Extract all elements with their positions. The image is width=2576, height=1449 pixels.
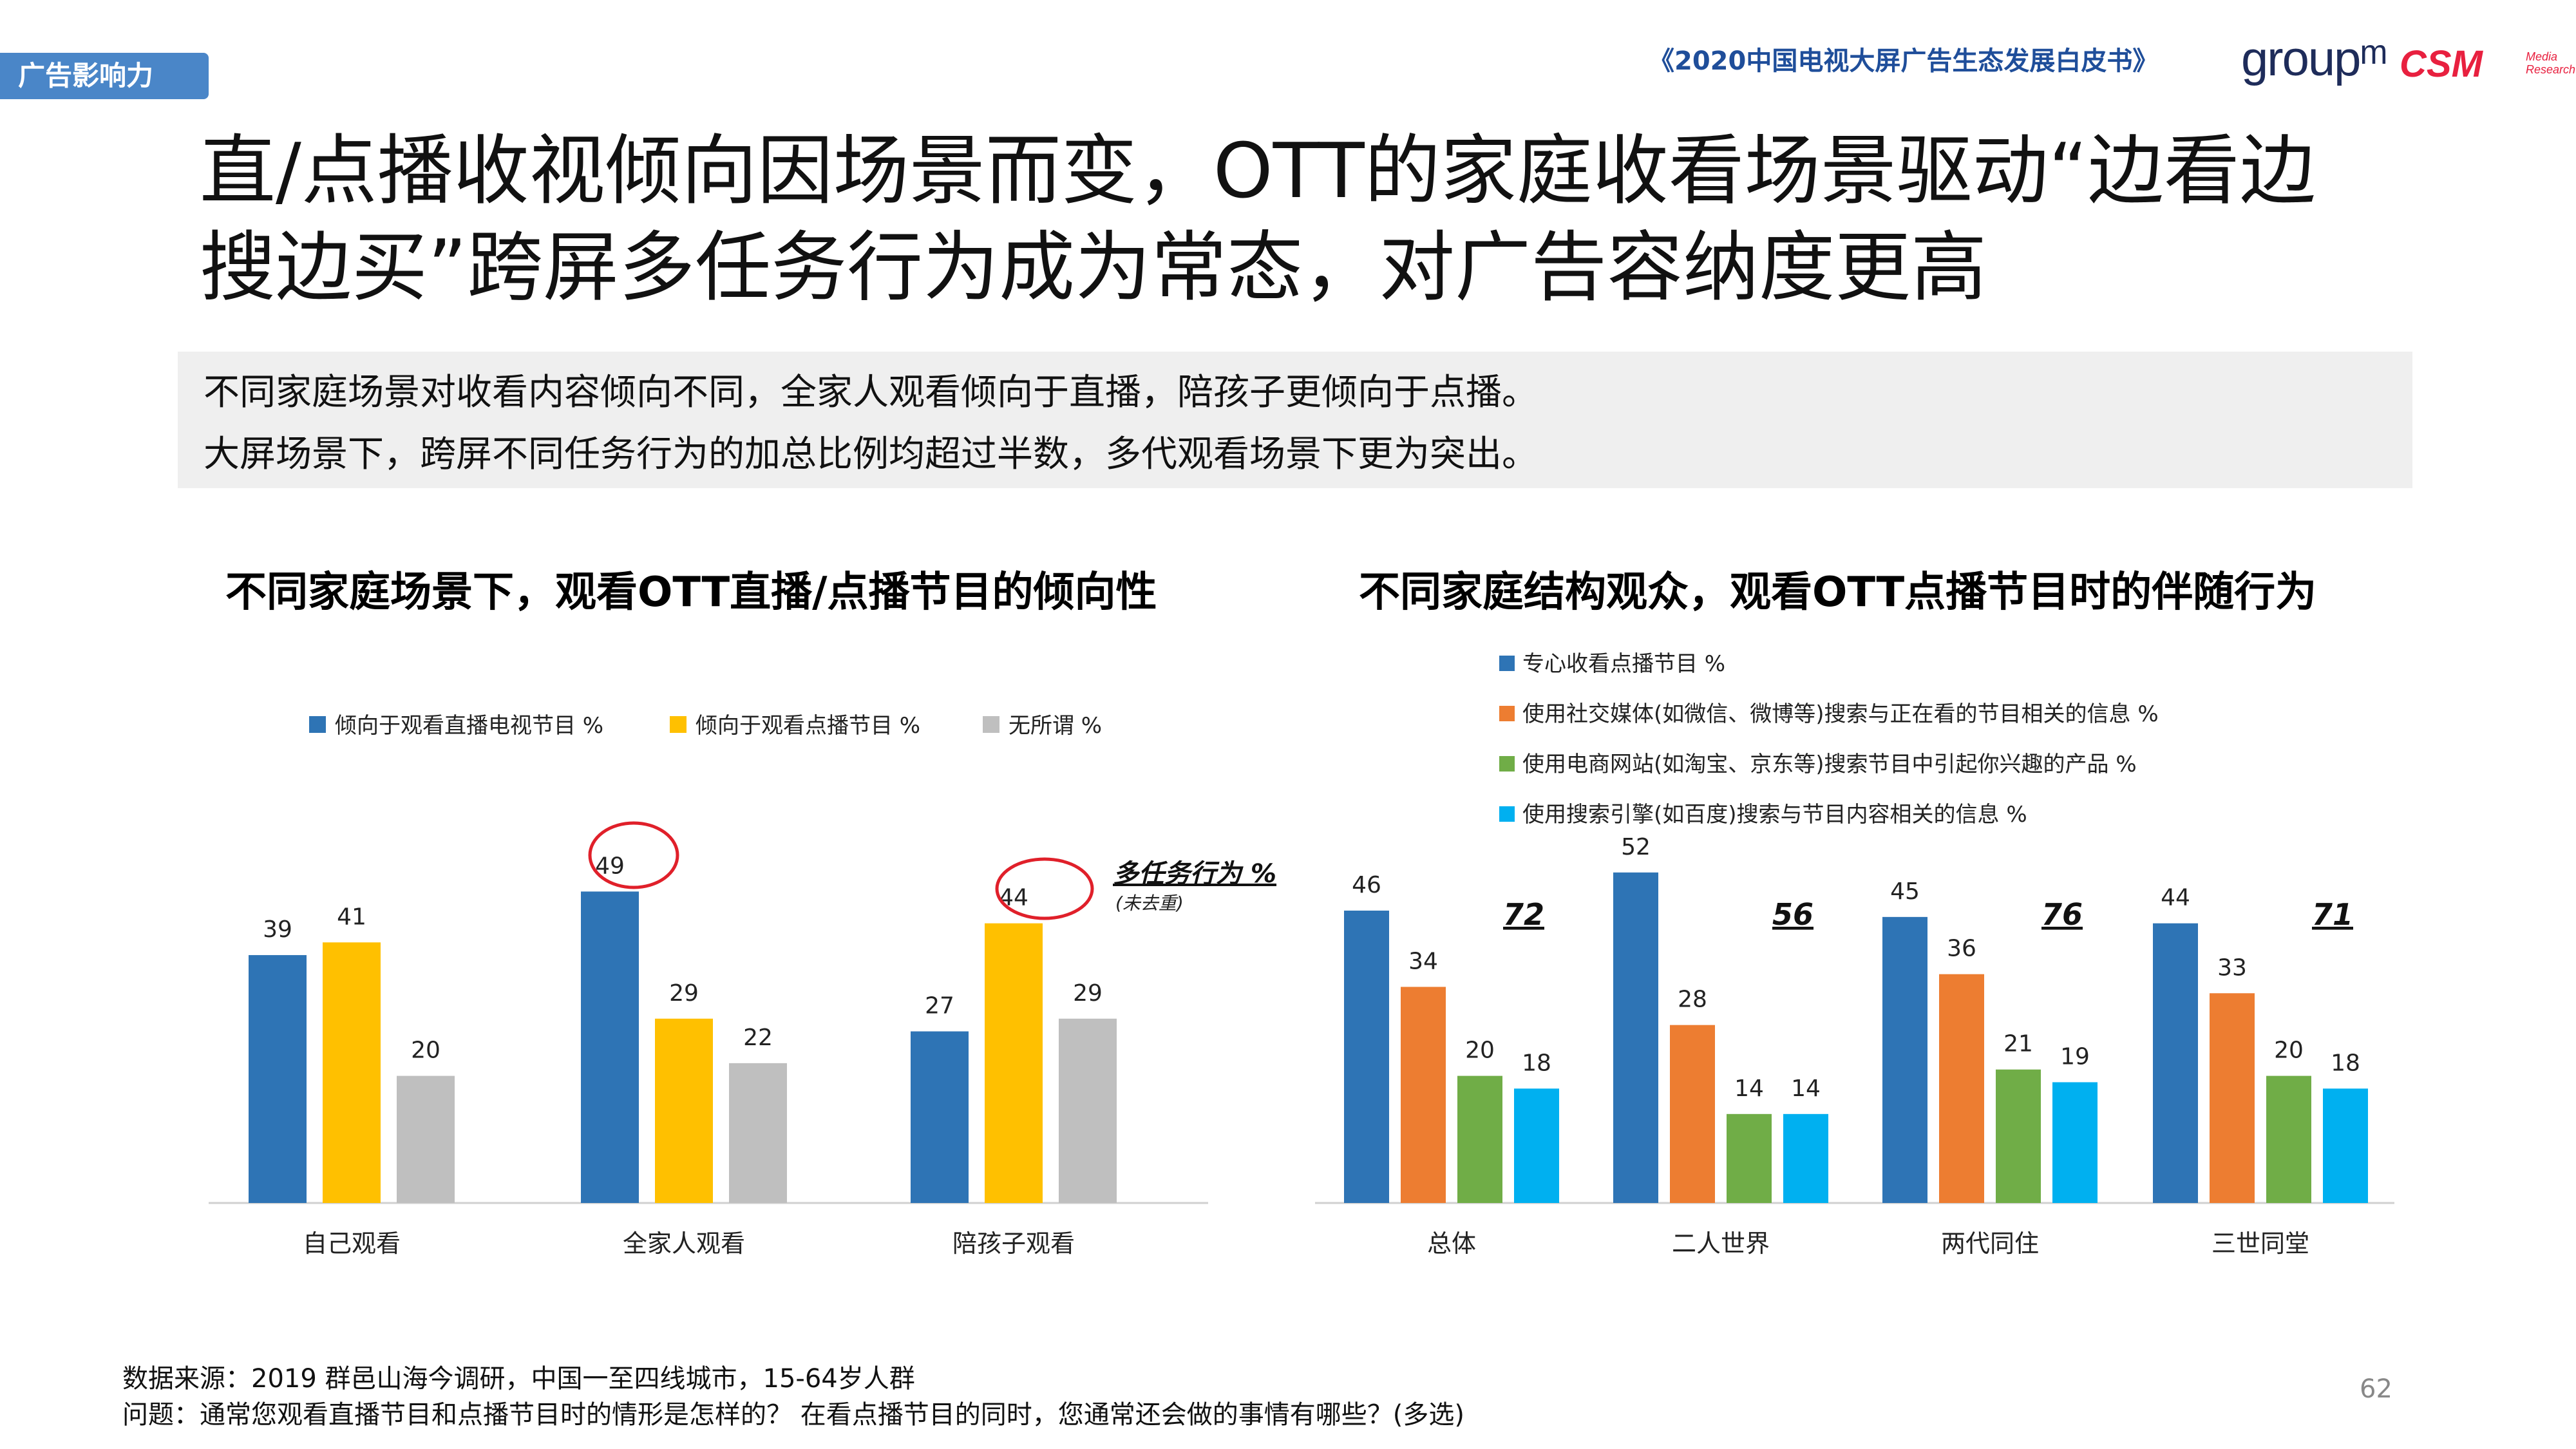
right-bar-3-3 [2323,1088,2368,1203]
multitask-total-1: 56 [1772,897,1814,932]
left-category-label-1: 全家人观看 [623,1229,745,1258]
left-chart-title: 不同家庭场景下，观看OTT直播/点播节目的倾向性 [225,569,1157,616]
right-legend-label-3: 使用搜索引擎(如百度)搜索与节目内容相关的信息 % [1522,802,2027,828]
left-bar-0-2 [397,1075,455,1203]
left-legend-swatch-0 [309,716,326,733]
left-bar-0-1 [323,942,381,1203]
left-bar-value-0-0: 39 [263,916,292,943]
right-chart-title: 不同家庭结构观众，观看OTT点播节目时的伴随行为 [1359,569,2317,616]
right-bar-value-0-2: 20 [1465,1037,1495,1064]
multitask-total-2: 76 [2041,897,2083,932]
section-tag: 广告影响力 [0,53,209,99]
left-bar-value-2-1: 44 [999,885,1028,911]
left-bar-value-2-2: 29 [1073,980,1103,1007]
left-bar-1-2 [729,1063,787,1203]
summary-line-2: 大屏场景下，跨屏不同任务行为的加总比例均超过半数，多代观看场景下更为突出。 [204,433,1538,475]
left-bar-2-2 [1059,1018,1117,1203]
right-legend-swatch-1 [1499,706,1515,721]
groupm-logo: groupᵐ [2241,32,2388,86]
right-bar-value-3-0: 44 [2161,885,2190,911]
right-bar-value-2-0: 45 [1890,878,1920,905]
right-bar-value-3-1: 33 [2217,954,2247,981]
left-legend-label-1: 倾向于观看点播节目 % [696,713,920,739]
right-bar-value-1-0: 52 [1621,834,1651,860]
page-title: 直/点播收视倾向因场景而变，OTT的家庭收看场景驱动“边看边 搜边买”跨屏多任务… [200,122,2389,316]
left-bar-1-0 [581,891,639,1203]
highlight-circle-1 [995,857,1094,920]
left-legend-swatch-1 [670,716,687,733]
multitask-label: 多任务行为 % [1113,859,1276,889]
right-bar-value-0-3: 18 [1522,1050,1551,1076]
page-title-line-1: 直/点播收视倾向因场景而变，OTT的家庭收看场景驱动“边看边 [200,126,2316,215]
right-bar-1-2 [1727,1113,1772,1203]
right-bar-value-1-1: 28 [1678,987,1707,1013]
right-category-label-1: 二人世界 [1672,1229,1770,1258]
right-bar-0-3 [1514,1088,1559,1203]
left-bar-0-0 [249,955,307,1203]
left-legend-label-2: 无所谓 % [1009,713,1102,739]
right-bar-2-1 [1939,974,1984,1203]
summary-box: 不同家庭场景对收看内容倾向不同，全家人观看倾向于直播，陪孩子更倾向于点播。 大屏… [178,352,2412,488]
highlight-circle-0 [588,821,679,889]
left-bar-2-1 [985,923,1043,1203]
right-legend-label-1: 使用社交媒体(如微信、微博等)搜索与正在看的节目相关的信息 % [1522,701,2159,727]
survey-question-note: 问题：通常您观看直播节目和点播节目时的情形是怎样的？ 在看点播节目的同时，您通常… [122,1400,1464,1430]
right-category-label-2: 两代同住 [1941,1229,2039,1258]
left-category-label-0: 自己观看 [303,1229,401,1258]
left-bar-value-0-1: 41 [337,904,366,930]
right-legend-swatch-0 [1499,656,1515,671]
right-bar-value-2-3: 19 [2060,1043,2090,1070]
left-legend-label-0: 倾向于观看直播电视节目 % [335,713,603,739]
right-bar-0-1 [1401,987,1446,1203]
right-bar-3-1 [2210,993,2255,1203]
right-category-label-3: 三世同堂 [2211,1229,2309,1258]
right-legend-swatch-2 [1499,756,1515,772]
right-bar-value-0-0: 46 [1352,872,1381,898]
multitask-sublabel: (未去重) [1115,893,1184,914]
left-legend-swatch-2 [983,716,999,733]
right-bar-2-3 [2052,1082,2098,1203]
right-bar-0-2 [1457,1075,1502,1203]
page-title-line-2: 搜边买”跨屏多任务行为成为常态，对广告容纳度更高 [200,223,1987,312]
right-bar-value-3-3: 18 [2331,1050,2360,1076]
multitask-total-3: 71 [2312,897,2353,932]
right-bar-2-0 [1882,916,1927,1203]
right-bar-3-2 [2266,1075,2311,1203]
right-bar-1-3 [1783,1113,1828,1203]
summary-line-1: 不同家庭场景对收看内容倾向不同，全家人观看倾向于直播，陪孩子更倾向于点播。 [204,372,1538,413]
right-bar-value-1-3: 14 [1791,1075,1821,1102]
csm-logo: CSM [2400,43,2483,85]
right-bar-2-2 [1996,1069,2041,1203]
left-bar-1-1 [655,1018,713,1203]
right-bar-3-0 [2153,923,2198,1203]
page-number: 62 [2360,1374,2392,1404]
left-bar-value-1-1: 29 [669,980,699,1007]
left-bar-value-2-0: 27 [925,993,954,1019]
left-category-label-2: 陪孩子观看 [952,1229,1075,1258]
right-bar-0-0 [1344,910,1389,1203]
multitask-total-0: 72 [1503,897,1544,932]
right-legend-swatch-3 [1499,806,1515,822]
csm-logo-subtitle: Media Research [2526,50,2576,76]
right-bar-1-1 [1670,1025,1715,1203]
left-bar-value-1-2: 22 [743,1025,773,1051]
left-bar-value-0-2: 20 [411,1037,440,1064]
right-bar-value-0-1: 34 [1408,948,1438,974]
report-title: 《2020中国电视大屏广告生态发展白皮书》 [1649,46,2159,76]
right-bar-1-0 [1613,872,1658,1203]
data-source-note: 数据来源：2019 群邑山海今调研，中国一至四线城市，15-64岁人群 [122,1364,915,1394]
left-bar-2-0 [911,1031,969,1203]
right-legend-label-0: 专心收看点播节目 % [1522,651,1725,677]
right-bar-value-2-2: 21 [2003,1031,2033,1057]
right-bar-value-3-2: 20 [2274,1037,2304,1064]
right-category-label-0: 总体 [1427,1229,1476,1258]
right-bar-value-2-1: 36 [1947,936,1976,962]
right-bar-value-1-2: 14 [1734,1075,1764,1102]
right-legend-label-2: 使用电商网站(如淘宝、京东等)搜索节目中引起你兴趣的产品 % [1522,752,2137,777]
